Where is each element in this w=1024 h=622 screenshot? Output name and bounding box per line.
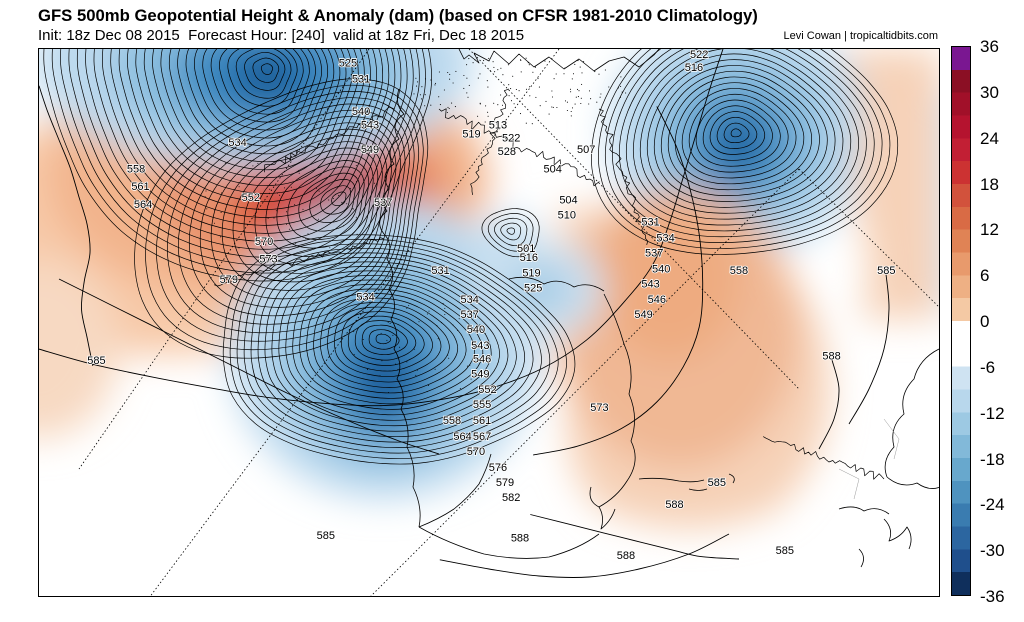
svg-text:561: 561 [473,415,491,427]
svg-text:561: 561 [131,181,149,193]
svg-text:558: 558 [443,415,461,427]
svg-text:537: 537 [374,197,392,209]
svg-text:564: 564 [453,431,471,443]
svg-text:570: 570 [255,236,273,248]
svg-text:540: 540 [652,263,670,275]
svg-text:531: 531 [352,74,370,86]
svg-text:534: 534 [656,232,674,244]
svg-text:537: 537 [461,309,479,321]
svg-text:522: 522 [690,49,708,61]
svg-text:585: 585 [776,545,794,557]
svg-text:510: 510 [558,210,576,222]
svg-text:579: 579 [496,477,514,489]
svg-text:588: 588 [617,550,635,562]
svg-text:585: 585 [317,530,335,542]
svg-text:543: 543 [471,340,489,352]
svg-text:504: 504 [544,164,562,176]
svg-text:531: 531 [431,265,449,277]
svg-text:543: 543 [641,278,659,290]
svg-text:519: 519 [462,128,480,140]
svg-text:543: 543 [361,119,379,131]
svg-text:588: 588 [822,351,840,363]
svg-text:525: 525 [339,58,357,70]
svg-text:534: 534 [228,137,246,149]
svg-text:564: 564 [134,199,152,211]
svg-text:549: 549 [361,144,379,156]
svg-text:534: 534 [356,292,374,304]
svg-text:585: 585 [708,477,726,489]
svg-text:546: 546 [648,294,666,306]
svg-text:585: 585 [877,265,895,277]
svg-text:540: 540 [352,106,370,118]
svg-text:552: 552 [242,192,260,204]
svg-text:579: 579 [220,274,238,286]
svg-text:525: 525 [524,283,542,295]
svg-text:516: 516 [685,62,703,74]
svg-text:585: 585 [87,355,105,367]
svg-text:519: 519 [522,268,540,280]
svg-text:540: 540 [467,324,485,336]
svg-text:501: 501 [517,243,535,255]
svg-text:588: 588 [665,499,683,511]
svg-text:549: 549 [634,309,652,321]
svg-text:558: 558 [127,164,145,176]
svg-text:531: 531 [641,217,659,229]
svg-text:576: 576 [489,462,507,474]
svg-text:582: 582 [502,492,520,504]
svg-text:573: 573 [259,254,277,266]
svg-text:528: 528 [498,146,516,158]
svg-text:558: 558 [730,265,748,277]
svg-text:570: 570 [467,446,485,458]
svg-text:588: 588 [511,533,529,545]
svg-text:507: 507 [577,144,595,156]
svg-text:522: 522 [502,133,520,145]
svg-text:567: 567 [473,431,491,443]
svg-text:534: 534 [461,294,479,306]
svg-text:546: 546 [473,353,491,365]
svg-text:504: 504 [559,195,577,207]
svg-text:549: 549 [471,368,489,380]
svg-text:573: 573 [590,402,608,414]
svg-text:537: 537 [645,247,663,259]
svg-text:513: 513 [489,119,507,131]
svg-text:552: 552 [478,384,496,396]
svg-text:555: 555 [473,399,491,411]
